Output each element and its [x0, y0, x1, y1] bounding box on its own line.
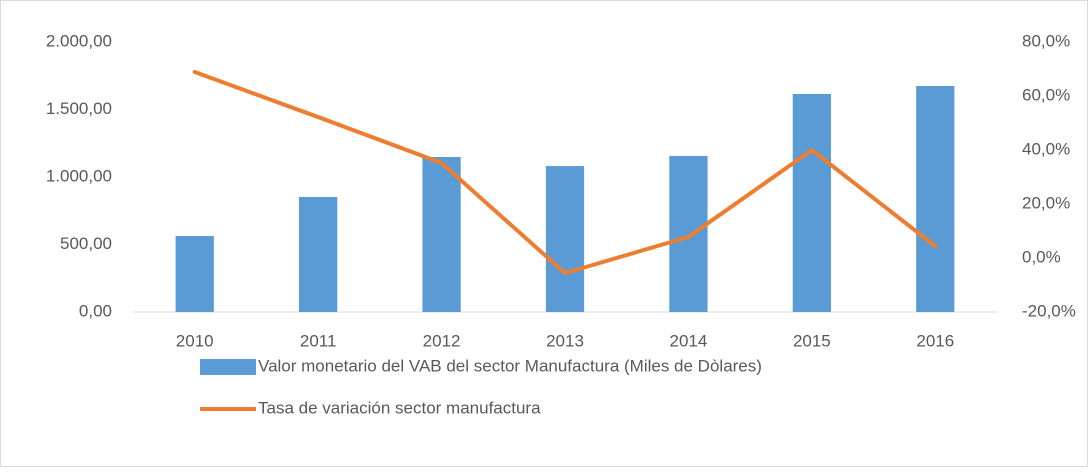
y2-tick-label: -20,0%	[1022, 301, 1076, 320]
bar	[175, 235, 214, 312]
bar	[545, 166, 585, 312]
x-tick-label: 2016	[916, 331, 954, 350]
legend-label: Tasa de variación sector manufactura	[258, 398, 541, 417]
y2-tick-label: 40,0%	[1022, 139, 1070, 158]
x-tick-label: 2012	[423, 331, 461, 350]
x-tick-label: 2011	[300, 331, 337, 350]
y-tick-label: 2.000,00	[46, 31, 112, 50]
y-tick-label: 500,00	[60, 234, 112, 253]
y2-tick-label: 20,0%	[1022, 193, 1070, 212]
y2-tick-label: 0,0%	[1022, 247, 1061, 266]
bar	[669, 155, 708, 312]
y-tick-label: 0,00	[79, 301, 112, 320]
legend-label: Valor monetario del VAB del sector Manuf…	[258, 356, 762, 375]
bar	[299, 196, 338, 312]
y-tick-label: 1.000,00	[46, 166, 112, 185]
x-tick-label: 2010	[176, 331, 214, 350]
x-tick-label: 2014	[670, 331, 708, 350]
legend-swatch	[200, 359, 256, 375]
y-tick-label: 1.500,00	[46, 99, 112, 118]
bar	[792, 93, 831, 312]
y2-tick-label: 80,0%	[1022, 31, 1070, 50]
x-tick-label: 2015	[793, 331, 831, 350]
bar	[422, 157, 461, 312]
y2-tick-label: 60,0%	[1022, 85, 1070, 104]
bar	[916, 86, 955, 312]
line	[192, 69, 938, 276]
x-tick-label: 2013	[546, 331, 584, 350]
